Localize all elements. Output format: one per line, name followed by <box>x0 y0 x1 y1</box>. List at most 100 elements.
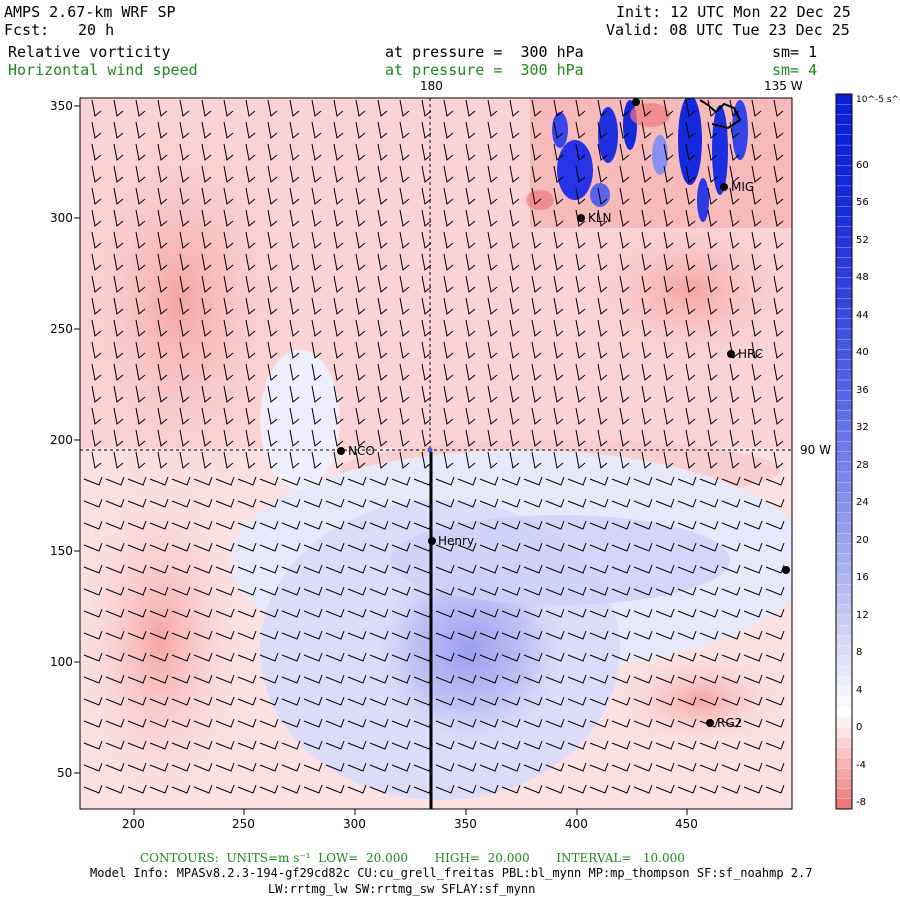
wind-barb <box>289 385 300 403</box>
wind-barb <box>179 297 190 315</box>
wind-barb <box>369 740 389 750</box>
wind-barb <box>619 209 630 227</box>
wind-barb <box>201 253 212 271</box>
wind-barb <box>443 143 454 161</box>
wind-barb <box>553 341 564 359</box>
wind-barb <box>545 696 565 706</box>
wind-barb <box>465 99 476 117</box>
wind-barb <box>699 520 719 530</box>
wind-barb <box>553 429 564 447</box>
wind-barb <box>707 143 718 161</box>
wind-barb <box>91 341 102 359</box>
wind-barb <box>91 297 102 315</box>
wind-barb <box>619 363 630 381</box>
wind-barb <box>611 498 631 508</box>
wind-barb <box>589 696 609 706</box>
wind-barb <box>105 564 125 574</box>
wind-barb <box>193 718 213 728</box>
wind-barb <box>303 586 323 596</box>
wind-barb <box>149 696 169 706</box>
wind-barb <box>523 784 543 794</box>
wind-barb <box>729 275 740 293</box>
wind-barb <box>201 363 212 381</box>
wind-barb <box>619 451 630 469</box>
wind-barb <box>91 275 102 293</box>
wind-barb <box>465 275 476 293</box>
wind-barb <box>751 385 762 403</box>
wind-barb <box>267 319 278 337</box>
wind-barb <box>501 652 521 662</box>
wind-barb <box>237 542 257 552</box>
wind-barb <box>391 542 411 552</box>
wind-barb <box>171 784 191 794</box>
wind-barb <box>611 542 631 552</box>
wind-barb <box>325 520 345 530</box>
physics-info: LW:rrtmg_lw SW:rrtmg_sw SFLAY:sf_mynn <box>268 882 536 896</box>
wind-barb <box>135 143 146 161</box>
wind-barb <box>311 209 322 227</box>
wind-barb <box>677 696 697 706</box>
wind-barb <box>223 121 234 139</box>
wind-barb <box>325 718 345 728</box>
wind-barb <box>619 429 630 447</box>
wind-barb <box>179 341 190 359</box>
wind-barb <box>729 187 740 205</box>
wind-barb <box>311 99 322 117</box>
wind-barb <box>553 451 564 469</box>
wind-barb <box>685 341 696 359</box>
wind-barb <box>281 652 301 662</box>
wind-barb <box>487 143 498 161</box>
wind-barb <box>171 652 191 662</box>
wind-barb <box>223 231 234 249</box>
wind-barb <box>751 407 762 425</box>
wind-barb <box>641 275 652 293</box>
wind-barb <box>391 784 411 794</box>
wind-barb <box>641 187 652 205</box>
wind-barb <box>149 784 169 794</box>
wind-barb <box>443 407 454 425</box>
wind-barb <box>347 608 367 618</box>
wind-barb <box>201 385 212 403</box>
wind-barb <box>149 564 169 574</box>
wind-barb <box>553 121 564 139</box>
wind-barb <box>465 451 476 469</box>
wind-barb <box>113 297 124 315</box>
wind-barb <box>267 143 278 161</box>
wind-barb <box>215 740 235 750</box>
field1-smoothing: sm= 1 <box>772 43 818 61</box>
wind-barb <box>611 740 631 750</box>
wind-barb <box>179 187 190 205</box>
wind-barb <box>157 165 168 183</box>
wind-barb <box>113 253 124 271</box>
wind-barb <box>281 608 301 618</box>
wind-barb <box>663 451 674 469</box>
wind-barb <box>267 99 278 117</box>
wind-barb <box>663 187 674 205</box>
wind-barb <box>685 253 696 271</box>
wind-barb <box>729 385 740 403</box>
wind-barb <box>245 385 256 403</box>
field2-name: Horizontal wind speed <box>8 61 198 79</box>
wind-barb <box>611 652 631 662</box>
wind-barb <box>589 586 609 596</box>
wind-barb <box>267 297 278 315</box>
wind-barb <box>611 696 631 706</box>
wind-barb <box>435 740 455 750</box>
wind-barb <box>773 297 784 315</box>
wind-barb <box>149 476 169 486</box>
wind-barb <box>303 696 323 706</box>
wind-barb <box>355 451 366 469</box>
field1-name: Relative vorticity <box>8 43 171 61</box>
wind-barb <box>289 187 300 205</box>
colorbar-tick-label: 56 <box>856 197 869 209</box>
wind-barb <box>509 165 520 183</box>
wind-barb <box>663 385 674 403</box>
wind-barb <box>523 476 543 486</box>
wind-barb <box>567 718 587 728</box>
wind-barb <box>633 608 653 618</box>
latitude-90w-label: 90 W <box>800 443 831 457</box>
wind-barb <box>435 630 455 640</box>
wind-barb <box>369 564 389 574</box>
wind-barb <box>487 231 498 249</box>
wind-barb <box>501 740 521 750</box>
